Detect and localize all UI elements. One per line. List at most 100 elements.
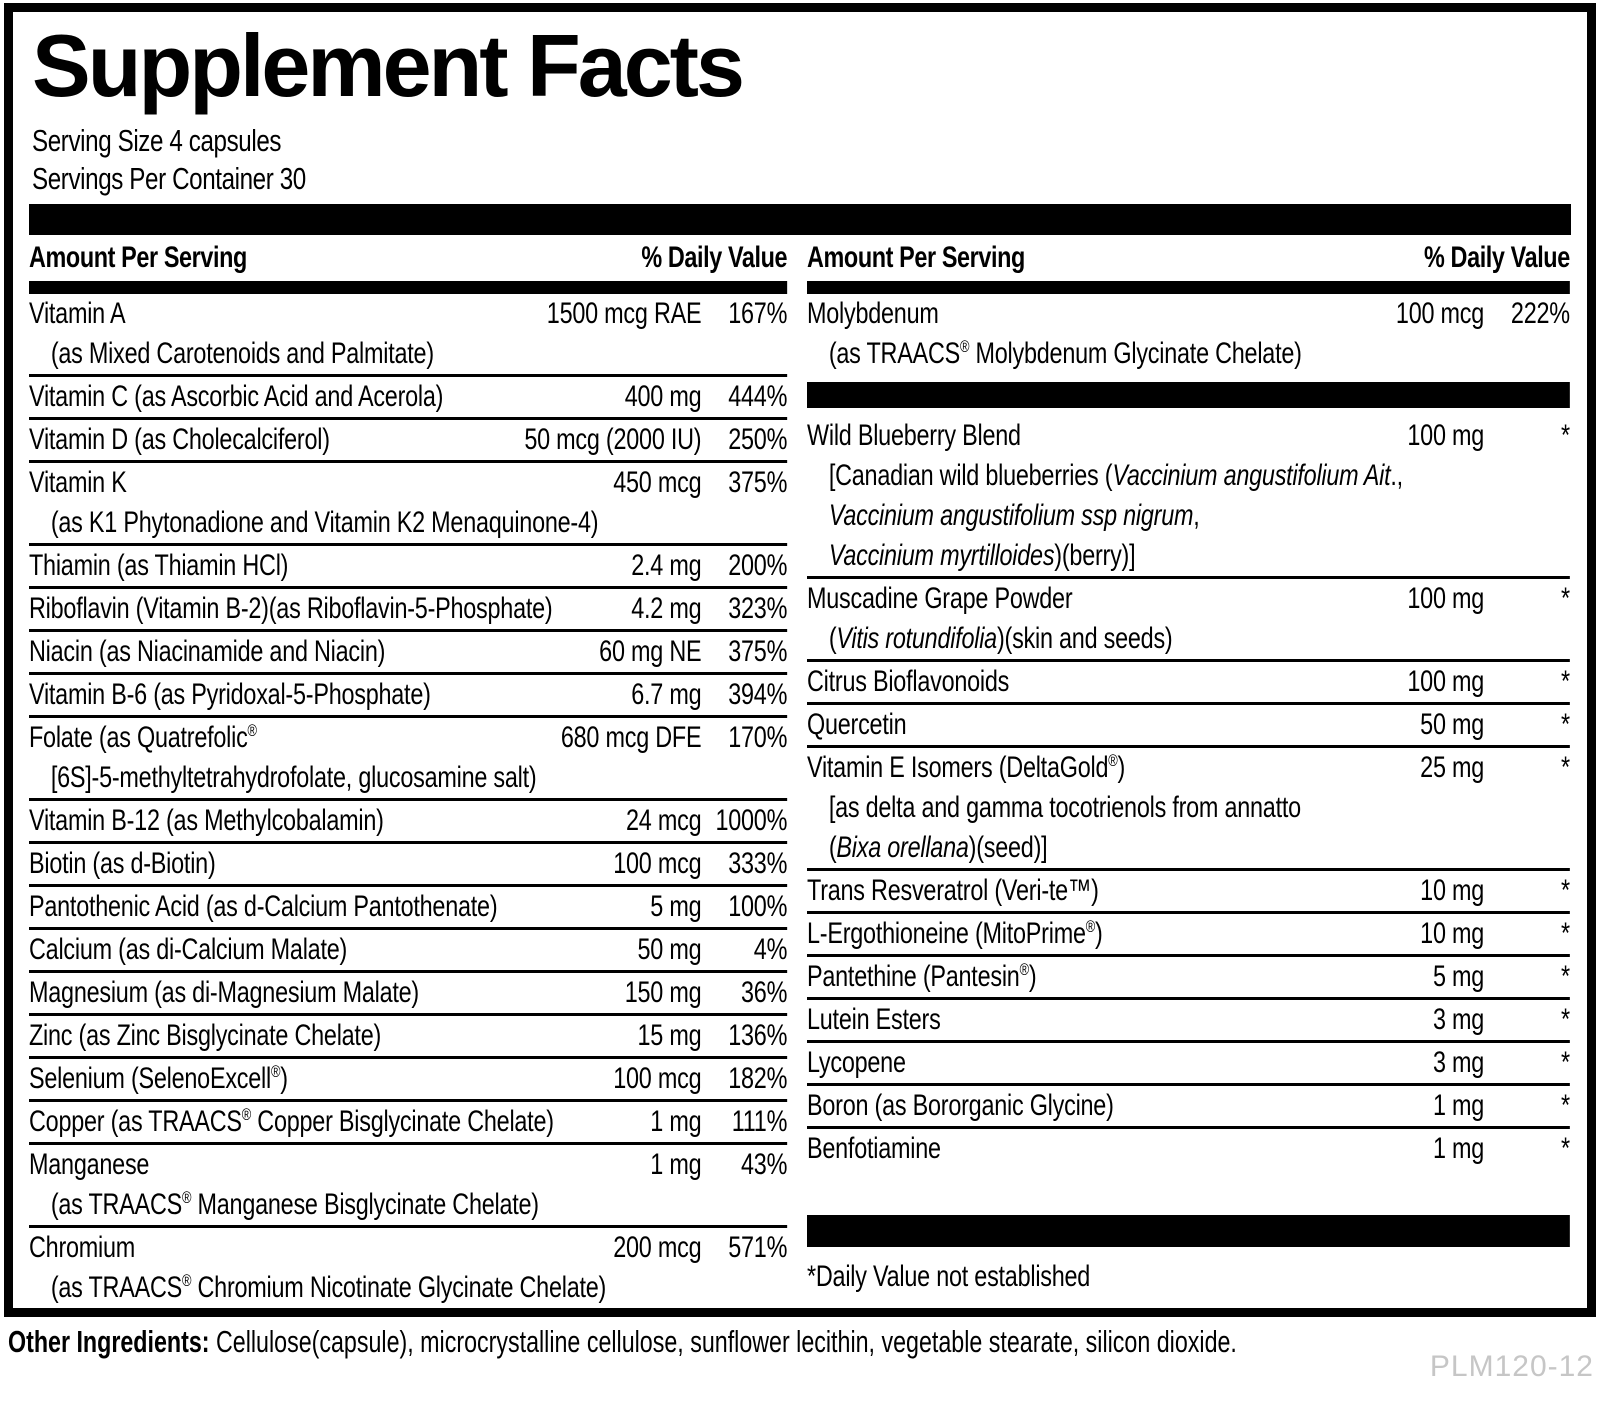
header-underbar	[807, 281, 1570, 294]
table-row: Muscadine Grape Powder 100 mg * (Vitis rotu…	[807, 579, 1570, 662]
amount-value: 50 mg	[1420, 708, 1485, 741]
amount-value: 1 mg	[1432, 1132, 1485, 1165]
ingredient-name: Biotin (as d-Biotin)	[29, 847, 216, 880]
amount-value: 100 mg	[1407, 419, 1485, 452]
table-row: Thiamin (as Thiamin HCl) 2.4 mg 200%	[29, 546, 787, 589]
daily-value: *	[1560, 1132, 1570, 1165]
table-row: Lycopene 3 mg *	[807, 1043, 1570, 1086]
amount-value: 3 mg	[1432, 1046, 1485, 1079]
ingredient-subline: (as K1 Phytonadione and Vitamin K2 Menaq…	[50, 506, 599, 539]
ingredient-name: Niacin (as Niacinamide and Niacin)	[29, 635, 386, 668]
section-bar	[807, 382, 1570, 408]
amount-value: 100 mg	[1407, 665, 1485, 698]
ingredient-subline: (as TRAACS® Manganese Bisglycinate Chela…	[50, 1188, 539, 1221]
amount-value: 1 mg	[650, 1105, 702, 1138]
panel-header: Supplement Facts Serving Size 4 capsules…	[13, 12, 1587, 198]
table-row: Pantethine (Pantesin®) 5 mg *	[807, 957, 1570, 1000]
amount-value: 24 mcg	[626, 804, 702, 837]
serving-info: Serving Size 4 capsules Servings Per Con…	[32, 122, 1569, 198]
daily-value: 43%	[741, 1148, 788, 1181]
amount-value: 2.4 mg	[631, 549, 702, 582]
amount-value: 400 mg	[624, 380, 702, 413]
table-row: Trans Resveratrol (Veri-te™) 10 mg *	[807, 871, 1570, 914]
right-column: Amount Per Serving % Daily Value Molybde…	[807, 235, 1600, 1308]
ingredient-name: L-Ergothioneine (MitoPrime®)	[807, 917, 1103, 950]
ingredient-subline: [6S]-5-methyltetrahydrofolate, glucosami…	[50, 761, 537, 794]
amount-value: 5 mg	[1432, 960, 1485, 993]
daily-value: 394%	[728, 678, 788, 711]
ingredient-subline: [Canadian wild blueberries (Vaccinium an…	[828, 459, 1403, 492]
amount-value: 10 mg	[1420, 874, 1485, 907]
other-ingredients: Other Ingredients: Cellulose(capsule), m…	[8, 1322, 1600, 1362]
header-underbar	[29, 281, 788, 294]
right-rows: Molybdenum 100 mcg 222% (as TRAACS® Molybde…	[807, 294, 1570, 1247]
ingredient-name: Lycopene	[807, 1046, 906, 1079]
ingredient-subline: (as TRAACS® Molybdenum Glycinate Chelate…	[828, 337, 1302, 370]
ingredient-subline: (as Mixed Carotenoids and Palmitate)	[50, 337, 434, 370]
daily-value: 100%	[728, 890, 788, 923]
ingredient-name: Molybdenum	[807, 297, 939, 330]
amount-value: 680 mcg DFE	[560, 721, 702, 754]
ingredient-name: Benfotiamine	[807, 1132, 941, 1165]
daily-value: *	[1560, 708, 1570, 741]
amount-value: 200 mcg	[613, 1231, 702, 1264]
daily-value: 36%	[741, 976, 788, 1009]
daily-value: 375%	[728, 466, 788, 499]
daily-value: *	[1560, 419, 1570, 452]
table-row: Selenium (SelenoExcell®) 100 mcg 182%	[29, 1059, 787, 1102]
ingredient-subline: (Vitis rotundifolia)(skin and seeds)	[828, 622, 1173, 655]
table-row: Benfotiamine 1 mg *	[807, 1129, 1570, 1169]
section-bar	[807, 1215, 1570, 1247]
table-row: Vitamin C (as Ascorbic Acid and Acerola)…	[29, 377, 787, 420]
daily-value: *	[1560, 1003, 1570, 1036]
table-row: Chromium 200 mcg 571% (as TRAACS® Chromium …	[29, 1228, 787, 1308]
amount-value: 100 mg	[1407, 582, 1485, 615]
top-section-bar	[29, 204, 1571, 235]
ingredient-name: Riboflavin (Vitamin B-2)(as Riboflavin-5…	[29, 592, 553, 625]
ingredient-name: Zinc (as Zinc Bisglycinate Chelate)	[29, 1019, 382, 1052]
amount-value: 5 mg	[650, 890, 702, 923]
daily-value: *	[1560, 960, 1570, 993]
ingredient-name: Boron (as Bororganic Glycine)	[807, 1089, 1114, 1122]
amount-value: 4.2 mg	[631, 592, 702, 625]
amount-per-serving-header: Amount Per Serving	[807, 241, 1025, 274]
amount-per-serving-header: Amount Per Serving	[29, 241, 247, 274]
table-row: Vitamin K 450 mcg 375% (as K1 Phytonadione …	[29, 463, 787, 546]
left-column: Amount Per Serving % Daily Value Vitamin…	[29, 235, 788, 1308]
ingredient-name: Vitamin B-12 (as Methylcobalamin)	[29, 804, 384, 837]
ingredient-name: Calcium (as di-Calcium Malate)	[29, 933, 348, 966]
daily-value: 444%	[728, 380, 788, 413]
amount-value: 25 mg	[1420, 751, 1485, 784]
ingredient-name: Chromium	[29, 1231, 136, 1264]
amount-value: 100 mcg	[613, 847, 702, 880]
daily-value: 4%	[753, 933, 788, 966]
product-code: PLM120-12	[1429, 1350, 1594, 1383]
daily-value: 1000%	[715, 804, 788, 837]
ingredient-name: Vitamin D (as Cholecalciferol)	[29, 423, 330, 456]
table-row: Pantothenic Acid (as d-Calcium Pantothen…	[29, 887, 787, 930]
table-row: Vitamin D (as Cholecalciferol) 50 mcg (20…	[29, 420, 787, 463]
serving-size: Serving Size 4 capsules	[32, 123, 282, 158]
table-row: Vitamin B-12 (as Methylcobalamin) 24 mcg 1…	[29, 801, 787, 844]
table-row: Calcium (as di-Calcium Malate) 50 mg 4%	[29, 930, 787, 973]
amount-value: 3 mg	[1432, 1003, 1485, 1036]
daily-value: 182%	[728, 1062, 788, 1095]
amount-value: 1500 mcg RAE	[546, 297, 702, 330]
ingredient-name: Wild Blueberry Blend	[807, 419, 1021, 452]
daily-value: 571%	[728, 1231, 788, 1264]
table-row: Vitamin E Isomers (DeltaGold®) 25 mg * [as …	[807, 748, 1570, 871]
table-row: Manganese 1 mg 43% (as TRAACS® Manganese Bi…	[29, 1145, 787, 1228]
ingredient-name: Muscadine Grape Powder	[807, 582, 1073, 615]
panel-title: Supplement Facts	[32, 16, 745, 115]
table-row: Wild Blueberry Blend 100 mg * [Canadian wil…	[807, 416, 1570, 579]
amount-value: 150 mg	[624, 976, 702, 1009]
other-ingredients-text: Cellulose(capsule), microcrystalline cel…	[209, 1324, 1237, 1359]
daily-value: 136%	[728, 1019, 788, 1052]
amount-value: 15 mg	[637, 1019, 702, 1052]
ingredient-subline: (as TRAACS® Chromium Nicotinate Glycinat…	[50, 1271, 607, 1304]
ingredient-name: Vitamin E Isomers (DeltaGold®)	[807, 751, 1126, 784]
amount-value: 6.7 mg	[631, 678, 702, 711]
daily-value-header: % Daily Value	[641, 241, 788, 274]
table-row: Zinc (as Zinc Bisglycinate Chelate) 15 mg…	[29, 1016, 787, 1059]
ingredient-name: Vitamin A	[29, 297, 126, 330]
